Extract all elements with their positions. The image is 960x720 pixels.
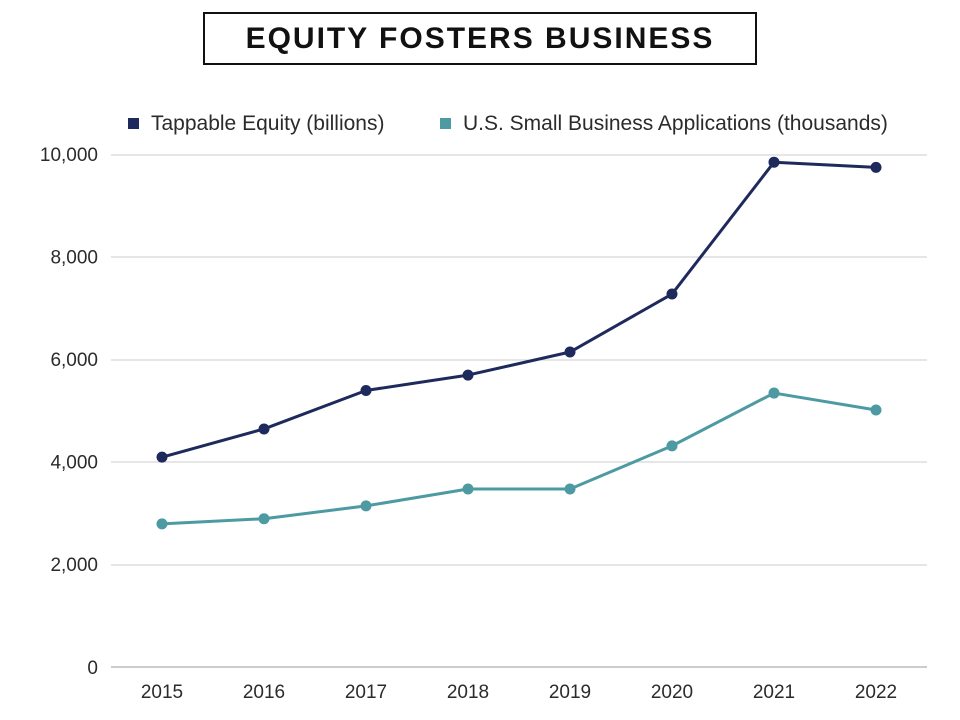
svg-text:2018: 2018 [447, 682, 489, 703]
svg-text:0: 0 [87, 658, 98, 679]
svg-text:4,000: 4,000 [50, 453, 98, 474]
svg-text:2019: 2019 [549, 682, 591, 703]
svg-text:6,000: 6,000 [50, 350, 98, 371]
svg-text:2020: 2020 [651, 682, 693, 703]
svg-text:2,000: 2,000 [50, 555, 98, 576]
svg-text:10,000: 10,000 [40, 145, 98, 166]
svg-text:2016: 2016 [243, 682, 285, 703]
svg-text:2022: 2022 [855, 682, 897, 703]
svg-text:2021: 2021 [753, 682, 795, 703]
svg-text:8,000: 8,000 [50, 248, 98, 269]
svg-text:2015: 2015 [141, 682, 183, 703]
svg-text:2017: 2017 [345, 682, 387, 703]
